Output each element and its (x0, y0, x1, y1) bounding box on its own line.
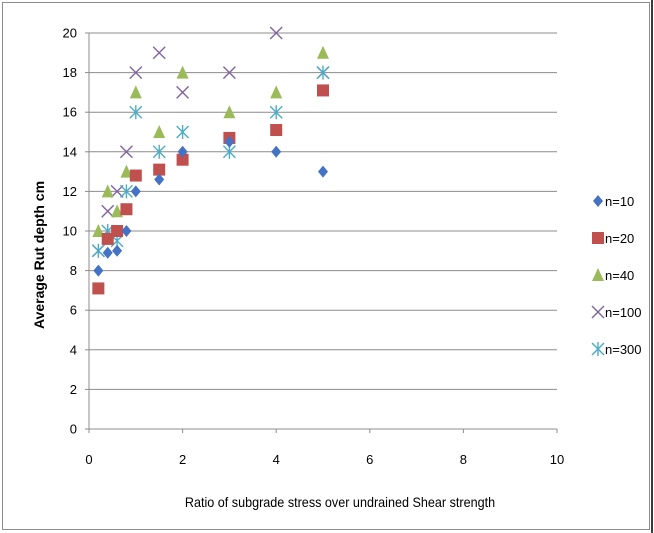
y-tick-label: 16 (63, 105, 77, 120)
legend-item: n=100 (591, 305, 642, 320)
legend-marker (592, 268, 604, 281)
data-point-n=20 (101, 232, 114, 245)
y-axis-label-box: Average Rut depth cm (18, 175, 58, 335)
x-tick-label: 4 (273, 452, 280, 467)
y-tick-label: 20 (63, 26, 77, 41)
legend-label: n=20 (605, 231, 634, 246)
x-tick-label: 8 (460, 452, 467, 467)
y-tick-label: 12 (63, 184, 77, 199)
data-point-n=20 (270, 124, 283, 137)
data-point-n=10 (130, 185, 141, 198)
data-point-n=10 (102, 246, 113, 259)
legend-marker (591, 342, 605, 356)
data-point-n=300 (316, 65, 330, 80)
legend-label: n=300 (605, 342, 642, 357)
legend-marker (593, 195, 603, 207)
data-point-n=100 (152, 46, 166, 60)
legend-label: n=100 (605, 305, 642, 320)
data-point-n=10 (93, 264, 104, 277)
data-point-n=300 (129, 105, 143, 120)
data-point-n=40 (176, 65, 189, 79)
data-point-n=100 (222, 66, 236, 80)
legend-label: n=40 (605, 268, 634, 283)
legend-item: n=40 (592, 268, 634, 283)
legend-item: n=300 (591, 342, 642, 357)
legend-label: n=10 (605, 194, 634, 209)
y-axis-label: Average Rut depth cm (31, 181, 47, 329)
y-tick-label: 14 (63, 144, 77, 159)
data-point-n=10 (177, 145, 188, 158)
x-tick-labels: 0 2 4 6 8 10 (85, 452, 564, 467)
data-point-n=10 (271, 145, 282, 158)
data-point-n=40 (317, 45, 329, 59)
x-tick-label: 6 (366, 452, 373, 467)
data-point-n=10 (154, 173, 165, 186)
legend-item: n=20 (592, 231, 634, 246)
legend-item: n=10 (593, 194, 634, 209)
data-point-n=40 (101, 184, 114, 198)
data-point-n=20 (111, 225, 124, 237)
data-point-n=10 (112, 244, 123, 257)
x-tick-label: 0 (85, 452, 92, 467)
data-point-n=20 (92, 282, 105, 295)
y-tick-label: 18 (63, 65, 77, 80)
data-point-n=100 (269, 26, 283, 40)
x-tick-label: 10 (550, 452, 564, 467)
data-point-n=300 (152, 144, 166, 159)
data-point-n=20 (153, 163, 166, 176)
data-point-n=40 (223, 105, 236, 119)
data-point-n=10 (224, 135, 235, 148)
data-point-n=300 (119, 184, 133, 199)
data-point-n=20 (129, 169, 142, 182)
data-point-n=300 (269, 105, 283, 120)
data-point-n=20 (317, 84, 329, 97)
data-point-n=20 (120, 203, 133, 216)
y-tick-label: 0 (70, 422, 77, 437)
data-point-n=20 (176, 153, 189, 166)
data-point-n=100 (101, 204, 115, 218)
y-tick-label: 8 (70, 263, 77, 278)
data-point-n=300 (176, 125, 190, 139)
data-point-n=100 (176, 85, 190, 99)
x-axis-label: Ratio of subgrade stress over undrained … (184, 494, 496, 510)
data-point-n=40 (153, 125, 166, 138)
data-point-n=40 (270, 85, 283, 99)
legend-marker (591, 305, 605, 319)
data-point-n=40 (111, 204, 124, 218)
axes (85, 32, 558, 433)
x-tick-label: 2 (179, 452, 186, 467)
window-edge (651, 0, 653, 533)
y-tick-label: 10 (63, 224, 77, 239)
y-tick-label: 2 (70, 382, 77, 397)
data-points (91, 26, 330, 295)
legend: n=10 n=20 n=40 n=100 n=300 (591, 194, 642, 357)
legend-marker (592, 232, 604, 244)
y-tick-label: 6 (70, 303, 77, 318)
data-point-n=40 (92, 224, 105, 237)
data-point-n=100 (110, 184, 124, 198)
data-point-n=100 (119, 145, 133, 159)
y-tick-label: 4 (70, 342, 77, 357)
data-point-n=300 (91, 243, 105, 258)
data-point-n=40 (120, 164, 133, 178)
data-point-n=40 (129, 85, 142, 99)
data-point-n=100 (129, 66, 143, 80)
data-point-n=10 (318, 165, 328, 178)
y-tick-labels: 0 2 4 6 8 10 12 14 16 18 20 (63, 26, 77, 437)
data-point-n=10 (121, 225, 132, 237)
